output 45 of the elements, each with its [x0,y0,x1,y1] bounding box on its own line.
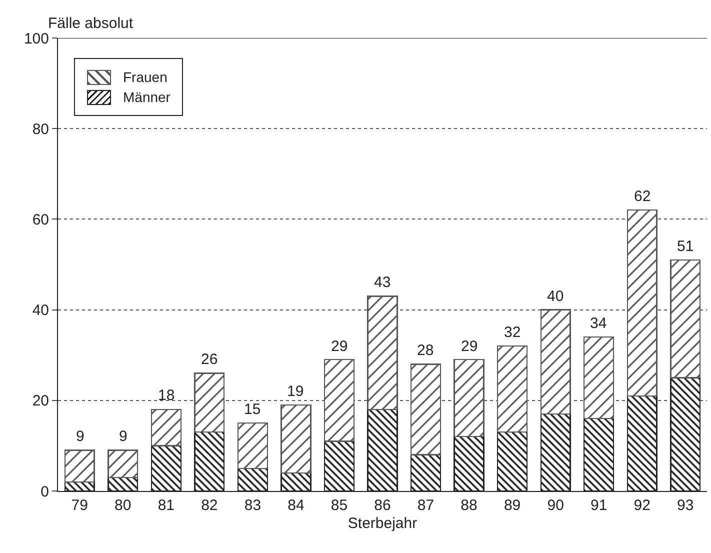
legend-label: Frauen [123,69,168,85]
bar [150,408,182,446]
x-tick-label: 86 [374,497,391,514]
total-label: 62 [634,188,651,205]
y-tick-label: 40 [32,302,49,320]
total-label: 32 [504,324,521,341]
x-axis-title: Sterbejahr [348,515,418,532]
y-tick-label: 100 [24,30,49,48]
bar [280,404,312,474]
x-tick-label: 84 [288,497,304,514]
x-tick-label: 92 [634,497,650,514]
x-tick-label: 85 [330,497,348,514]
total-label: 29 [331,338,348,355]
total-label: 26 [201,351,218,368]
total-label: 19 [287,383,304,400]
total-label: 9 [119,428,128,445]
total-label: 29 [461,338,478,355]
x-tick-label: 81 [158,497,175,514]
total-label: 51 [677,238,694,255]
total-label: 18 [158,387,175,404]
x-tick-label: 88 [460,497,478,514]
y-tick-label: 60 [32,211,49,228]
y-tick-label: 80 [32,120,49,138]
total-label: 43 [374,274,391,291]
total-label: 34 [590,315,607,332]
bar [237,422,268,469]
x-tick-label: 82 [201,497,218,514]
bar [108,450,138,478]
total-label: 28 [417,342,434,359]
x-tick-label: 91 [590,497,608,514]
y-tick-label: 0 [40,483,49,500]
total-label: 40 [547,288,564,305]
total-label: 9 [76,428,84,445]
y-axis-title: Fälle absolut [48,15,134,32]
bar [64,450,95,483]
x-tick-label: 87 [417,497,434,514]
x-tick-label: 80 [114,497,132,514]
x-tick-label: 83 [244,497,262,514]
legend-label: Männer [123,89,170,105]
y-tick-label: 20 [32,392,49,410]
x-tick-label: 90 [547,497,564,514]
x-tick-label: 89 [504,497,521,514]
x-tick-label: 79 [71,497,88,514]
x-tick-label: 93 [677,497,694,514]
total-label: 15 [244,401,261,418]
